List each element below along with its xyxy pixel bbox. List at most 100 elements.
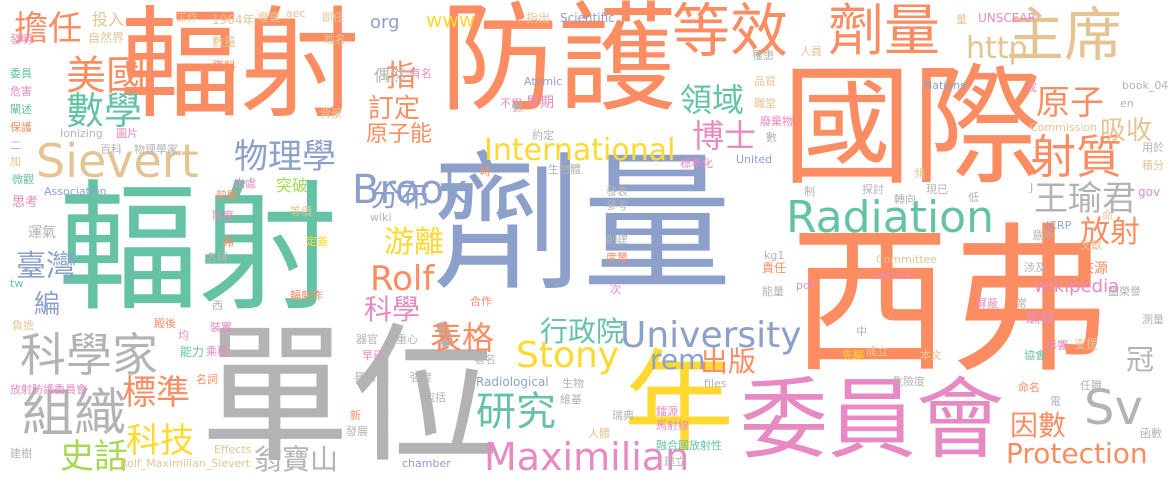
word: 冠 — [1126, 343, 1155, 376]
word: 編輯 — [1026, 311, 1054, 327]
word: 人員 — [800, 45, 822, 58]
word: 先驅 — [842, 349, 864, 362]
word: 領域 — [680, 81, 745, 119]
word: 國際 — [782, 51, 1043, 203]
word: 不用 — [500, 97, 522, 110]
word: 轉向 — [894, 193, 916, 206]
word: 廢棄物 — [760, 115, 793, 128]
word: University — [620, 315, 802, 356]
word: 自然界 — [88, 31, 125, 45]
word: aec — [286, 7, 306, 20]
word: 主席 — [1006, 1, 1123, 69]
word: 劑量 — [432, 138, 733, 312]
word: 微觀 — [12, 173, 34, 186]
word: 包括 — [424, 391, 446, 404]
word: 委員會 — [740, 368, 1005, 471]
word: Rolf — [370, 259, 435, 299]
word: 闡述 — [10, 103, 32, 116]
word: www — [426, 8, 476, 32]
word: UNSCEAR — [978, 11, 1036, 25]
word: 圖片 — [116, 127, 138, 140]
word: 探討 — [862, 183, 884, 196]
word: 強度 — [410, 371, 432, 384]
word: 圖榮譽 — [1108, 285, 1141, 298]
word: Brook — [352, 167, 468, 213]
word: 姓名 — [324, 33, 346, 46]
word: Committee — [876, 253, 938, 266]
word: 涉及 — [1024, 261, 1046, 274]
word: 放射防護委員會 — [10, 383, 87, 396]
word: 低 — [968, 191, 979, 204]
word: 品質 — [754, 75, 776, 88]
word: 意外 — [1032, 229, 1054, 242]
word: 器官 — [356, 333, 378, 346]
word: 積分 — [1142, 159, 1164, 172]
word: Association — [44, 185, 107, 198]
word: wikipedia — [1034, 276, 1120, 297]
word: 擔任 — [14, 9, 82, 49]
word: http — [966, 31, 1028, 66]
word: 電 — [1050, 395, 1061, 408]
word: 加 — [10, 155, 21, 168]
word: 年 — [624, 339, 734, 467]
word: 名稱 — [206, 251, 228, 264]
word: 編 — [34, 290, 61, 320]
word: 融合國放射性 — [656, 439, 722, 452]
word: en — [1120, 97, 1134, 110]
word: 暴露 — [354, 371, 376, 384]
word: 用於 — [1142, 141, 1164, 154]
word: Ionizing — [60, 127, 103, 140]
word: 研究 — [476, 389, 556, 435]
word: Atomic — [524, 75, 563, 88]
word: 等效 — [672, 0, 789, 65]
word: 思考 — [12, 195, 39, 210]
word: 罹患 — [752, 49, 774, 62]
word: 科學 — [364, 293, 421, 326]
word: 本文 — [920, 349, 942, 362]
word: Nations — [924, 79, 966, 92]
word: 頻 — [914, 167, 925, 180]
word: 測量 — [1142, 313, 1164, 326]
word: 前驅 — [216, 189, 238, 202]
word: 翁寶山 — [254, 443, 339, 476]
word: 早期 — [526, 95, 554, 111]
word: 裝置 — [210, 321, 232, 334]
word: 重心 — [396, 333, 418, 346]
word: 出處 — [234, 177, 256, 190]
word: 約定 — [532, 129, 554, 142]
word: 參考 — [606, 199, 628, 212]
word: 度量 — [606, 251, 628, 264]
word: 西 — [212, 299, 223, 312]
word: 委員 — [10, 67, 32, 80]
word: 保護 — [10, 121, 32, 134]
word: 防護 — [440, 0, 677, 128]
word: 輻射作 — [290, 289, 323, 302]
word: 職堂 — [754, 97, 776, 110]
word: 百科 — [100, 143, 122, 156]
word: org — [370, 12, 400, 33]
word: Radiation — [786, 192, 994, 243]
word: service — [874, 269, 914, 282]
word: 有名 — [410, 67, 432, 80]
word: 組織 — [22, 384, 127, 444]
word: 危害 — [10, 85, 32, 98]
word: 行政院 — [540, 315, 625, 348]
word: 發表 — [606, 185, 628, 198]
word: 數 — [766, 131, 777, 144]
word: 鐳源 — [656, 405, 678, 418]
word: 科技 — [126, 421, 194, 461]
word: 原子 — [1036, 83, 1104, 123]
word: 出版 — [700, 345, 757, 378]
word: 數學 — [66, 89, 143, 133]
word: 屏蔽 — [976, 297, 998, 310]
word: 發展 — [346, 425, 368, 438]
word: 馬射線 — [656, 419, 689, 432]
word: Scientific — [560, 11, 615, 25]
word: kg1 — [764, 249, 785, 262]
word: 投入 — [92, 10, 125, 29]
word: 中 — [856, 325, 867, 338]
word: Sv — [1084, 380, 1143, 436]
word: 1964年 — [212, 13, 255, 27]
word: 物理學 — [234, 137, 336, 177]
word: 指 — [386, 59, 416, 94]
